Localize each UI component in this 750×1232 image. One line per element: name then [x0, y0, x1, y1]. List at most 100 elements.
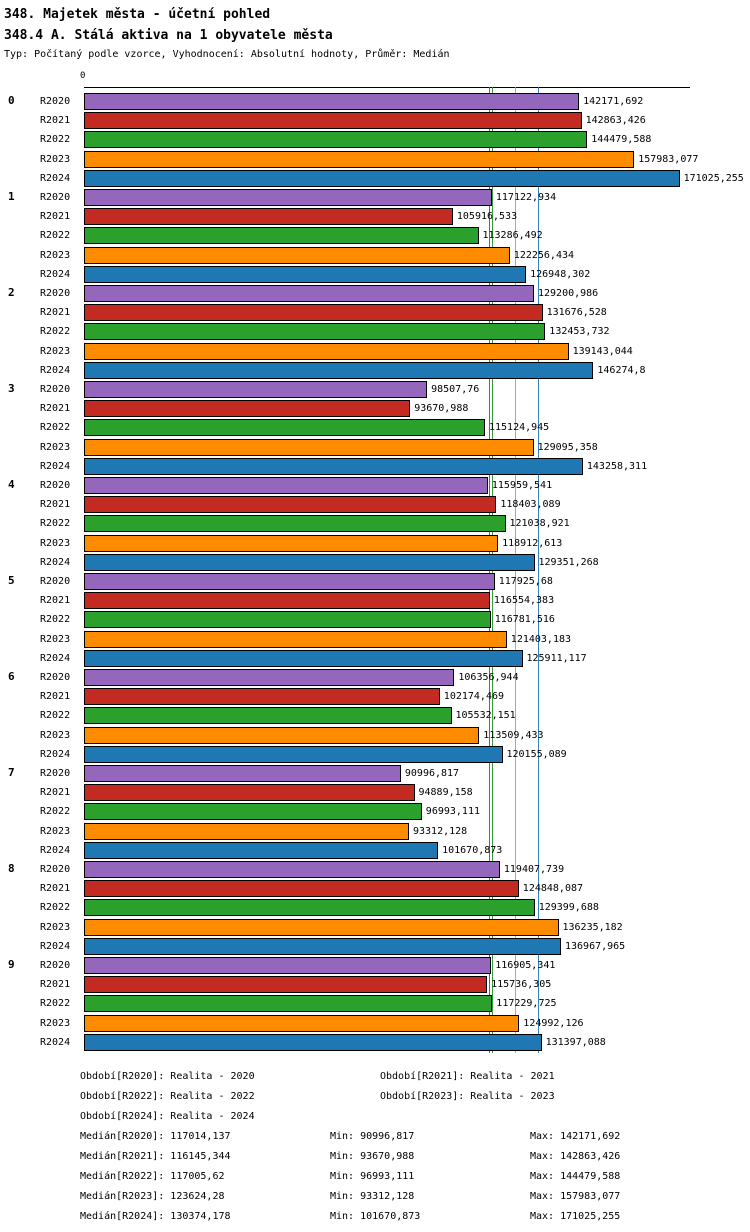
bar-row: R2023 136235,182	[0, 918, 750, 937]
bar-row: R2024 126948,302	[0, 265, 750, 284]
stat-median: Medián[R2023]: 123624,28	[80, 1191, 225, 1202]
bar-r2022	[84, 515, 506, 533]
bar-group-9: 9 R2020 116905,341 R2021 115736,305 R2022 1172…	[0, 956, 750, 1052]
bar-row: R2024 101670,873	[0, 841, 750, 860]
value-label: 120155,089	[506, 748, 567, 760]
bar-row: R2020 90996,817	[0, 764, 750, 783]
bar-r2020	[84, 957, 492, 974]
stats-table: Medián[R2020]: 117014,137 Min: 90996,817 M…	[80, 1127, 750, 1227]
bar-r2021	[84, 784, 415, 802]
bar-group-3: 3 R2020 98507,76 R2021 93670,988 R2022 115124,…	[0, 380, 750, 476]
series-label: R2022	[40, 806, 71, 818]
bar-r2024	[84, 361, 594, 379]
series-label: R2022	[40, 614, 71, 626]
value-label: 131676,528	[546, 307, 607, 319]
value-label: 129200,986	[538, 288, 599, 299]
series-label: R2022	[40, 902, 71, 914]
bar-r2024	[84, 745, 503, 763]
bar-group-2: 2 R2020 129200,986 R2021 131676,528 R2022 1324…	[0, 284, 750, 380]
bar-r2023	[84, 534, 499, 552]
value-label: 113509,433	[483, 729, 544, 741]
bar-row: R2022 144479,588	[0, 130, 750, 149]
value-label: 119407,739	[503, 864, 565, 875]
bar-r2021	[84, 112, 582, 130]
bar-r2024	[84, 937, 561, 955]
value-label: 98507,76	[431, 384, 480, 395]
bar-r2021	[84, 688, 440, 706]
bar-group-6: 6 R2020 106356,944 R2021 102174,469 R2022 1055…	[0, 668, 750, 764]
series-label: R2023	[40, 1017, 71, 1029]
bar-r2020	[84, 669, 455, 686]
series-label: R2024	[40, 556, 71, 568]
bar-row: R2024 129351,268	[0, 553, 750, 572]
value-label: 121038,921	[509, 518, 570, 530]
value-label: 105916,533	[456, 211, 518, 223]
value-label: 144479,588	[591, 134, 652, 146]
bar-r2023	[84, 822, 409, 840]
series-label: R2020	[40, 576, 71, 587]
series-label: R2020	[40, 192, 71, 203]
value-label: 122256,434	[513, 249, 575, 261]
series-label: R2021	[40, 499, 71, 511]
value-label: 115736,305	[491, 979, 552, 991]
bar-row: R2021 131676,528	[0, 303, 750, 322]
value-label: 129095,358	[537, 441, 598, 453]
bar-row: R2022 96993,111	[0, 802, 750, 821]
series-label: R2024	[40, 940, 71, 952]
report-subtitle: 348.4 A. Stálá aktiva na 1 obyvatele měs…	[4, 28, 333, 43]
bar-r2022	[84, 611, 491, 629]
value-label: 94889,158	[418, 787, 473, 799]
value-label: 117229,725	[496, 998, 557, 1010]
series-label: R2021	[40, 979, 71, 991]
bar-row: R2024 143258,311	[0, 457, 750, 476]
bar-r2023	[84, 150, 635, 168]
value-label: 136235,182	[562, 921, 623, 933]
value-label: 113286,492	[482, 230, 543, 242]
bar-r2021	[84, 592, 490, 610]
bar-r2022	[84, 995, 493, 1013]
series-label: R2022	[40, 518, 71, 530]
series-label: R2020	[40, 672, 71, 683]
group-label: 7	[8, 766, 15, 779]
series-label: R2024	[40, 172, 71, 184]
bar-row: R2022 105532,151	[0, 706, 750, 725]
bar-row: R2023 139143,044	[0, 342, 750, 361]
series-label: R2020	[40, 864, 71, 875]
bar-r2022	[84, 803, 422, 821]
series-label: R2021	[40, 403, 71, 415]
value-label: 136967,965	[565, 940, 626, 952]
series-label: R2020	[40, 768, 71, 779]
bar-group-5: 5 R2020 117925,68 R2021 116554,383 R2022 11678…	[0, 572, 750, 668]
bar-r2024	[84, 457, 583, 475]
series-label: R2024	[40, 1036, 71, 1048]
value-label: 116781,516	[494, 614, 555, 626]
value-label: 146274,8	[597, 364, 646, 376]
series-label: R2023	[40, 825, 71, 837]
group-label: 3	[8, 382, 15, 395]
value-label: 124992,126	[523, 1017, 584, 1029]
series-label: R2023	[40, 921, 71, 933]
period-legend-item: Období[R2022]: Realita - 2022	[80, 1091, 255, 1102]
bar-r2024	[84, 553, 535, 571]
series-label: R2021	[40, 787, 71, 799]
bar-r2020	[84, 861, 500, 878]
bar-row: R2021 94889,158	[0, 783, 750, 802]
bar-row: R2024 120155,089	[0, 745, 750, 764]
value-label: 90996,817	[404, 768, 460, 779]
stat-min: Min: 96993,111	[330, 1171, 415, 1182]
series-label: R2020	[40, 288, 71, 299]
bar-row: R2022 117229,725	[0, 994, 750, 1013]
series-label: R2021	[40, 307, 71, 319]
group-label: 2	[8, 286, 15, 299]
bar-row: R2021 105916,533	[0, 207, 750, 226]
bar-row: R2021 102174,469	[0, 687, 750, 706]
bar-r2022	[84, 899, 535, 917]
bar-r2020	[84, 189, 492, 206]
bar-r2022	[84, 227, 479, 245]
bar-row: R2022 115124,945	[0, 418, 750, 437]
value-label: 129351,268	[538, 556, 599, 568]
series-label: R2024	[40, 460, 71, 472]
bar-row: R2021 115736,305	[0, 975, 750, 994]
stat-max: Max: 142171,692	[530, 1131, 621, 1142]
x-axis-zero-label: 0	[80, 71, 86, 81]
